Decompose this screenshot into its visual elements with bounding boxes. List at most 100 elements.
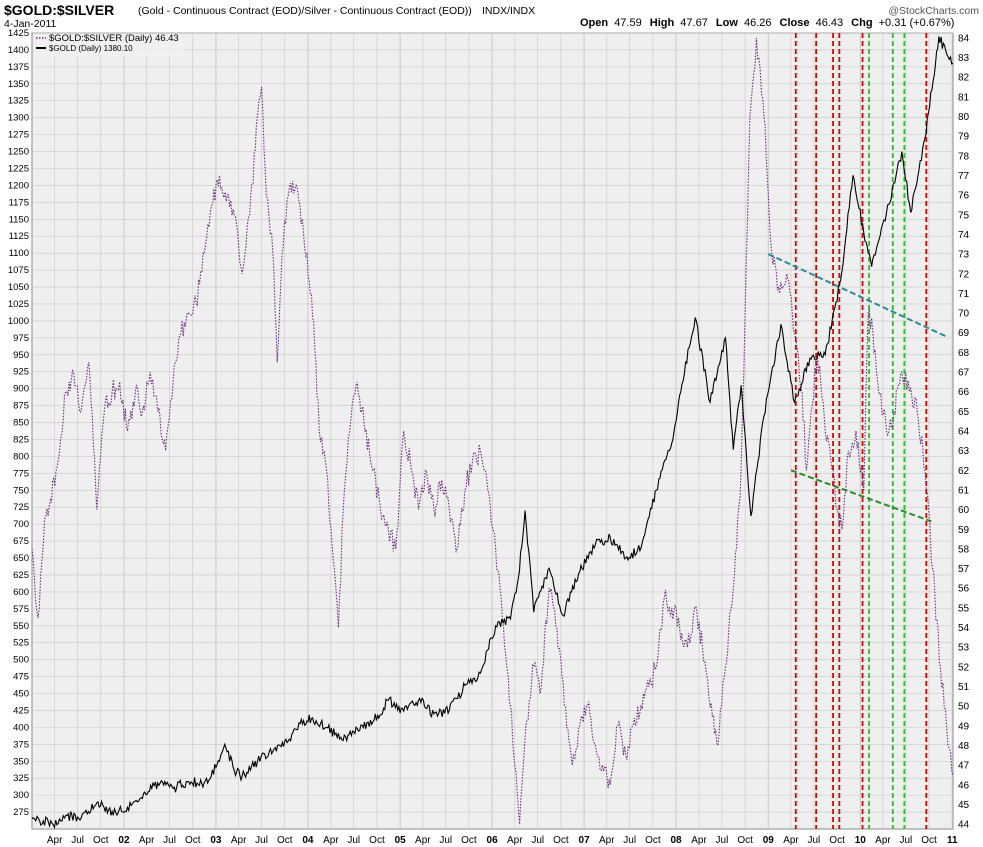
right-axis-tick-label: 69 (958, 328, 970, 339)
right-axis-tick-label: 80 (958, 112, 970, 123)
right-axis-tick-label: 45 (958, 800, 970, 811)
ohlc-summary: Open 47.59 High 47.67 Low 46.26 Close 46… (580, 17, 954, 29)
right-axis-tick-label: 62 (958, 466, 970, 477)
right-axis-tick-label: 76 (958, 191, 970, 202)
right-axis-tick-label: 60 (958, 505, 970, 516)
x-axis-tick-label: 05 (395, 835, 407, 846)
x-axis-tick-label: Apr (507, 835, 523, 846)
x-axis-tick-label: Oct (93, 835, 109, 846)
x-axis-tick-label: Jul (163, 835, 176, 846)
x-axis-tick-label: Oct (737, 835, 753, 846)
left-axis-tick-label: 725 (13, 502, 29, 513)
right-axis-tick-label: 57 (958, 564, 970, 575)
x-axis-tick-label: Jul (899, 835, 912, 846)
x-axis-tick-label: Apr (599, 835, 615, 846)
left-axis-tick-label: 275 (13, 807, 29, 818)
left-axis-tick-label: 500 (13, 655, 29, 666)
right-axis-tick-label: 48 (958, 741, 970, 752)
chart-description: (Gold - Continuous Contract (EOD)/Silver… (138, 5, 472, 17)
x-axis-tick-label: Oct (921, 835, 937, 846)
teal-trendline (767, 253, 948, 338)
right-axis-tick-label: 79 (958, 132, 970, 143)
chart-symbol: $GOLD:$SILVER (4, 2, 114, 18)
left-axis-tick-label: 950 (13, 350, 29, 361)
open-value: 47.59 (614, 17, 642, 29)
right-axis-tick-label: 44 (958, 820, 970, 831)
left-axis-tick-label: 1275 (8, 130, 29, 141)
series-lines (31, 36, 954, 830)
right-axis-tick-label: 56 (958, 584, 970, 595)
left-axis-tick-label: 1025 (8, 299, 29, 310)
x-axis-tick-label: Jul (716, 835, 729, 846)
open-label: Open (580, 17, 608, 29)
right-axis-tick-label: 66 (958, 387, 970, 398)
right-axis-tick-label: 53 (958, 643, 970, 654)
left-axis-tick-label: 375 (13, 739, 29, 750)
right-axis-tick-label: 72 (958, 269, 970, 280)
left-axis-tick-label: 750 (13, 485, 29, 496)
left-axis-tick-label: 325 (13, 773, 29, 784)
x-axis-tick-label: Jul (71, 835, 84, 846)
high-label: High (650, 17, 675, 29)
left-axis-tick-label: 1400 (8, 45, 29, 56)
chart-exchange: INDX/INDX (482, 5, 535, 17)
x-axis-tick-label: Oct (553, 835, 569, 846)
chg-label: Chg (851, 17, 872, 29)
left-axis-tick-label: 425 (13, 705, 29, 716)
low-label: Low (716, 17, 738, 29)
left-axis-tick-label: 1375 (8, 62, 29, 73)
left-axis-tick-label: 350 (13, 756, 29, 767)
right-axis-tick-label: 51 (958, 682, 970, 693)
right-axis-tick-label: 75 (958, 210, 970, 221)
x-axis-tick-label: Apr (415, 835, 431, 846)
x-axis-tick-label: Oct (369, 835, 385, 846)
right-axis-tick-label: 71 (958, 289, 970, 300)
left-axis-tick-label: 400 (13, 722, 29, 733)
x-axis-tick-label: Jul (531, 835, 544, 846)
left-axis-tick-label: 600 (13, 587, 29, 598)
left-axis-tick-label: 1250 (8, 147, 29, 158)
left-axis-tick-label: 1350 (8, 79, 29, 90)
x-axis-tick-label: 09 (763, 835, 775, 846)
source-watermark: @StockCharts.com (888, 5, 979, 17)
x-axis-tick-label: Oct (461, 835, 477, 846)
high-value: 47.67 (680, 17, 708, 29)
right-axis-tick-label: 74 (958, 230, 970, 241)
chg-value: +0.31 (+0.67%) (879, 17, 955, 29)
right-axis-tick-label: 70 (958, 309, 970, 320)
gold-price-line (31, 36, 954, 830)
x-axis-tick-label: 06 (487, 835, 499, 846)
x-axis-tick-label: Jul (808, 835, 821, 846)
left-axis-tick-label: 475 (13, 672, 29, 683)
left-axis-tick-label: 1325 (8, 96, 29, 107)
right-axis-tick-label: 58 (958, 544, 970, 555)
left-axis-tick-label: 1150 (9, 214, 29, 225)
right-axis-tick-label: 61 (958, 485, 970, 496)
left-axis-tick-label: 625 (13, 570, 29, 581)
chart-header: $GOLD:$SILVER (Gold - Continuous Contrac… (4, 2, 979, 30)
right-axis-tick-label: 81 (958, 92, 970, 103)
x-axis-tick-label: 08 (671, 835, 683, 846)
left-axis-tick-label: 775 (13, 468, 29, 479)
left-axis-tick-label: 1075 (8, 265, 29, 276)
left-axis-tick-label: 1100 (9, 248, 29, 259)
x-axis-tick-label: Apr (783, 835, 799, 846)
low-value: 46.26 (744, 17, 772, 29)
right-axis-tick-label: 67 (958, 368, 970, 379)
right-axis-tick-label: 54 (958, 623, 970, 634)
left-axis-tick-label: 875 (13, 401, 29, 412)
right-axis-tick-label: 83 (958, 53, 970, 64)
right-axis-tick-label: 82 (958, 73, 970, 84)
x-axis-tick-label: Oct (277, 835, 293, 846)
x-axis-tick-label: 03 (210, 835, 222, 846)
x-axis-tick-label: Jul (255, 835, 268, 846)
x-axis-tick-label: Apr (323, 835, 339, 846)
right-axis-tick-label: 65 (958, 407, 970, 418)
gold-silver-ratio-line (31, 37, 954, 825)
right-axis-tick-label: 64 (958, 427, 970, 438)
right-axis-tick-label: 59 (958, 525, 970, 536)
right-axis-tick-label: 77 (958, 171, 970, 182)
x-axis-tick-label: 11 (947, 835, 958, 846)
close-value: 46.43 (816, 17, 844, 29)
left-axis-tick-label: 675 (13, 536, 29, 547)
